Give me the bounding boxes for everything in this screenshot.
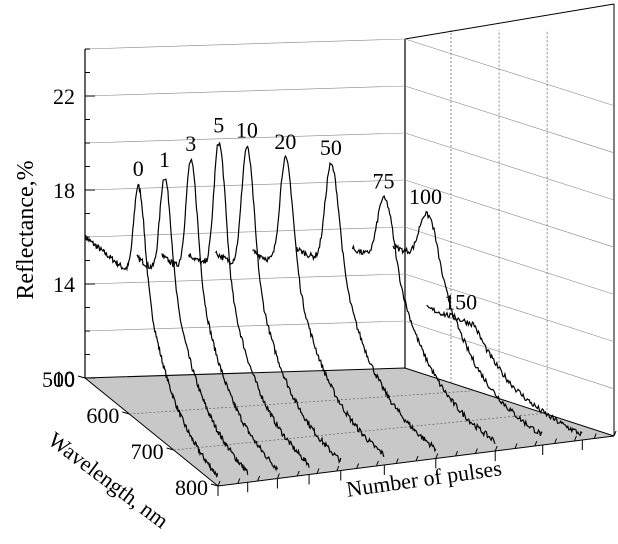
grid-line-back-wall xyxy=(404,226,615,295)
x-tick xyxy=(415,455,419,462)
y-tick-label: 600 xyxy=(86,403,119,428)
spectrum-line xyxy=(215,145,342,464)
chart-walls xyxy=(83,3,615,487)
labels: 0 135 10 20 50 75 100 150 xyxy=(133,113,477,315)
series-label: 150 xyxy=(444,290,477,315)
grid-line-back-wall xyxy=(404,85,615,154)
grid-line-back-wall xyxy=(404,179,615,248)
spectrum-line xyxy=(84,183,219,478)
y-tick-label: 800 xyxy=(175,475,208,500)
x-tick xyxy=(534,440,538,447)
series-label: 20 xyxy=(274,129,296,154)
x-tick xyxy=(455,450,459,457)
grid-lines xyxy=(84,30,615,451)
y-tick xyxy=(77,375,86,379)
z-tick-label: 18 xyxy=(53,178,75,203)
floor-plane xyxy=(83,367,615,487)
z-tick-label: 14 xyxy=(53,272,75,297)
x-tick xyxy=(217,480,221,487)
grid-line-floor xyxy=(129,390,475,415)
grid-line-left-wall xyxy=(84,85,406,97)
z-axis-label: Reflectance,% xyxy=(13,160,39,299)
x-tick xyxy=(356,463,360,469)
x-tick xyxy=(593,433,597,439)
grid-line-left-wall xyxy=(84,320,406,332)
grid-line-left-wall xyxy=(84,132,406,144)
spectrum-line xyxy=(392,210,543,437)
z-tick-label: 10 xyxy=(53,366,75,391)
x-tick xyxy=(435,453,439,459)
y-tick xyxy=(210,483,219,487)
x-tick xyxy=(395,458,399,464)
x-tick xyxy=(336,465,340,472)
drop-lines xyxy=(217,440,583,496)
series-label: 3 xyxy=(185,131,196,156)
spectrum-line xyxy=(426,304,583,437)
spectrum-line xyxy=(295,161,437,453)
spectrum-line xyxy=(188,142,310,468)
x-tick xyxy=(474,448,478,454)
spectrum-line xyxy=(252,154,385,458)
x-tick xyxy=(296,470,300,477)
x-tick xyxy=(316,468,320,474)
grid-line-back-wall xyxy=(404,273,615,342)
y-tick-label: 500 xyxy=(42,367,75,392)
grid-line-left-wall xyxy=(84,179,406,191)
z-tick-label: 22 xyxy=(53,84,75,109)
x-tick xyxy=(257,475,261,482)
grid-line-back-wall xyxy=(404,38,615,106)
series-label: 10 xyxy=(236,118,258,143)
spectrum-line xyxy=(351,194,496,444)
series-label: 1 xyxy=(159,147,170,172)
x-tick xyxy=(375,460,379,467)
x-tick xyxy=(494,445,498,452)
back-wall-top-edge xyxy=(404,3,615,40)
series-label: 5 xyxy=(213,113,224,138)
spectrum-line xyxy=(136,178,249,475)
x-tick xyxy=(276,473,280,479)
grid-line-left-wall xyxy=(84,273,406,285)
x-tick xyxy=(554,438,558,444)
spectra xyxy=(84,142,583,478)
grid-line-left-wall xyxy=(84,38,406,50)
grid-line-back-wall xyxy=(404,132,615,201)
series-label: 75 xyxy=(372,169,394,194)
series-label: 100 xyxy=(409,184,442,209)
x-tick xyxy=(573,435,577,442)
y-tick xyxy=(122,411,130,415)
x-tick xyxy=(613,430,617,437)
spectrum-line xyxy=(161,158,278,472)
grid-line-left-wall xyxy=(84,226,406,238)
x-tick xyxy=(237,478,241,484)
y-tick-label: 700 xyxy=(131,439,164,464)
grid-line-back-wall xyxy=(404,320,615,390)
series-label: 0 xyxy=(133,156,144,181)
y-tick xyxy=(166,447,174,451)
x-tick xyxy=(514,443,518,449)
series-label: 50 xyxy=(320,135,342,160)
